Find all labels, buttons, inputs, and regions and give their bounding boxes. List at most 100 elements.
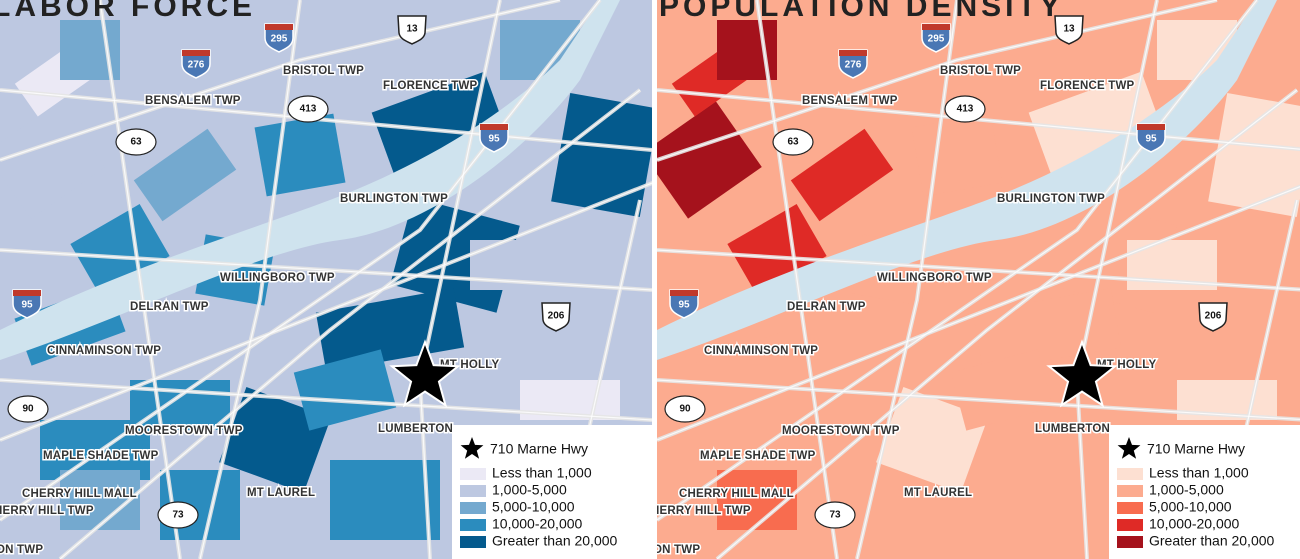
region xyxy=(987,460,1097,540)
shield-number: 295 xyxy=(271,34,288,45)
route-shield: 73 xyxy=(814,501,856,529)
shield-shape xyxy=(814,501,856,529)
shield-number: 90 xyxy=(679,404,691,415)
shield-number: 413 xyxy=(300,104,317,115)
shield-shape xyxy=(479,123,509,153)
shield-number: 73 xyxy=(172,510,184,521)
legend-label: 5,000-10,000 xyxy=(1149,499,1232,515)
legend-label: 10,000-20,000 xyxy=(492,516,583,532)
legend-swatch xyxy=(460,485,486,497)
shield-top xyxy=(670,290,698,296)
route-shield: 73 xyxy=(157,501,199,529)
shield-shape xyxy=(944,95,986,123)
river xyxy=(0,0,620,360)
map-title: LABOR FORCE xyxy=(0,0,256,23)
legend-label: Less than 1,000 xyxy=(1149,465,1249,481)
road-core xyxy=(59,89,641,559)
region xyxy=(0,101,105,219)
road-core xyxy=(0,182,652,441)
shield-shape xyxy=(772,128,814,156)
map-clip: LABOR FORCE BRISTOL TWP BENSALEM TWP FLOREN… xyxy=(0,0,652,559)
shield-shape xyxy=(397,15,427,45)
region xyxy=(950,349,1054,431)
place-label: MOORESTOWN TWP xyxy=(125,425,243,437)
region xyxy=(551,93,652,217)
legend-label: Greater than 20,000 xyxy=(492,533,618,549)
shield-number: 413 xyxy=(957,104,974,115)
shield-number: 63 xyxy=(787,137,799,148)
shield-shape xyxy=(921,23,951,53)
map-clip: POPULATION DENSITY BRISTOL TWP BENSALEM TW… xyxy=(653,0,1300,559)
place-label: HERRY HILL TWP xyxy=(0,505,94,517)
road-core xyxy=(657,0,1218,161)
legend-label: 1,000-5,000 xyxy=(492,482,567,498)
legend-label: 5,000-10,000 xyxy=(492,499,575,515)
location-star xyxy=(389,339,461,408)
legend-label: Greater than 20,000 xyxy=(1149,533,1275,549)
place-label: ON TWP xyxy=(653,544,700,556)
route-shield: 276 xyxy=(181,49,211,79)
place-label: FLORENCE TWP xyxy=(383,80,478,92)
shield-number: 276 xyxy=(845,60,862,71)
legend-swatch xyxy=(460,536,486,548)
region xyxy=(371,71,509,179)
shield-number: 206 xyxy=(548,311,565,322)
place-label: CINNAMINSON TWP xyxy=(704,345,818,357)
legend-swatch xyxy=(1117,502,1143,514)
shield-number: 95 xyxy=(1145,134,1157,145)
place-label: LUMBERTON xyxy=(378,423,453,435)
place-label: BRISTOL TWP xyxy=(940,65,1021,77)
region xyxy=(876,387,988,493)
place-label: CHERRY HILL MALL xyxy=(22,488,137,500)
region xyxy=(293,349,397,431)
route-shield: 95 xyxy=(669,289,699,319)
place-label: BENSALEM TWP xyxy=(145,95,241,107)
route-shield: 276 xyxy=(838,49,868,79)
road-core xyxy=(99,0,181,559)
legend-label: 10,000-20,000 xyxy=(1149,516,1240,532)
legend-swatch xyxy=(460,519,486,531)
route-shield: 13 xyxy=(1054,15,1084,45)
shield-shape xyxy=(664,395,706,423)
legend-marker-label: 710 Marne Hwy xyxy=(490,441,588,457)
shield-number: 90 xyxy=(22,404,34,415)
place-label: DELRAN TWP xyxy=(787,301,866,313)
legend-star xyxy=(1117,437,1141,459)
road-core xyxy=(756,0,838,559)
place-label: MT LAUREL xyxy=(247,487,315,499)
shield-shape xyxy=(181,49,211,79)
place-label: CINNAMINSON TWP xyxy=(47,345,161,357)
shield-top xyxy=(922,24,950,30)
place-label: WILLINGBORO TWP xyxy=(220,272,335,284)
route-shield: 206 xyxy=(1198,302,1228,332)
map-panel: LABOR FORCE BRISTOL TWP BENSALEM TWP FLOREN… xyxy=(0,0,652,559)
legend-star xyxy=(460,437,484,459)
route-shield: 295 xyxy=(264,23,294,53)
legend-label: Less than 1,000 xyxy=(492,465,592,481)
region xyxy=(70,204,170,296)
route-shield: 206 xyxy=(541,302,571,332)
legend-swatch xyxy=(460,468,486,480)
legend-swatch xyxy=(1117,485,1143,497)
place-label: MT LAUREL xyxy=(904,487,972,499)
route-shield: 95 xyxy=(12,289,42,319)
shield-number: 95 xyxy=(21,300,33,311)
place-label: DELRAN TWP xyxy=(130,301,209,313)
region xyxy=(133,128,237,222)
shield-number: 295 xyxy=(928,34,945,45)
route-shield: 413 xyxy=(287,95,329,123)
map-panel: POPULATION DENSITY BRISTOL TWP BENSALEM TW… xyxy=(653,0,1300,559)
route-shield: 413 xyxy=(944,95,986,123)
place-label: MAPLE SHADE TWP xyxy=(43,450,159,462)
shield-top xyxy=(182,50,210,56)
legend-swatch xyxy=(1117,468,1143,480)
shield-number: 13 xyxy=(406,24,418,35)
shield-shape xyxy=(7,395,49,423)
route-shield: 90 xyxy=(664,395,706,423)
place-label: WILLINGBORO TWP xyxy=(877,272,992,284)
route-shield: 295 xyxy=(921,23,951,53)
shield-number: 63 xyxy=(130,137,142,148)
shield-shape xyxy=(1198,302,1228,332)
road-core xyxy=(657,249,1300,291)
